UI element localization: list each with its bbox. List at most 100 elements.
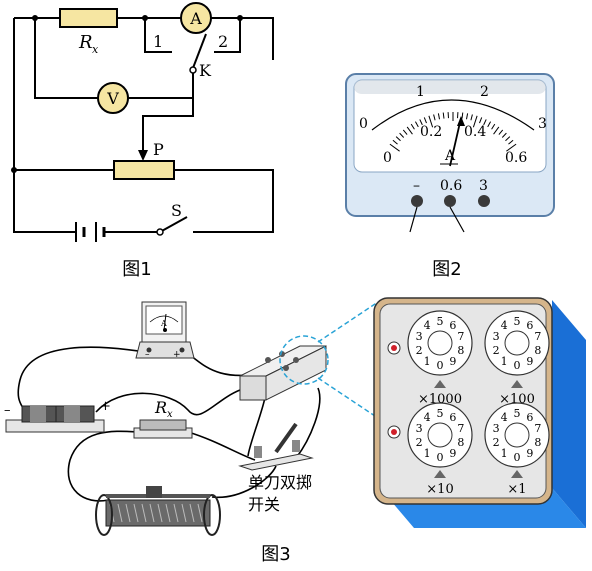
dial-digit: 3 [416, 330, 423, 343]
terminal-3 [478, 195, 490, 207]
dial-digit: 4 [424, 319, 431, 332]
dial-digit: 6 [526, 411, 533, 424]
dial-digit: 5 [514, 407, 521, 420]
ammeter-device [135, 301, 195, 359]
dial-digit: 9 [526, 355, 533, 368]
spdt-switch-device [238, 422, 314, 471]
upper-scale-3: 3 [538, 116, 547, 132]
meter-tick [414, 121, 419, 128]
dial-digit: 4 [501, 411, 508, 424]
magnify-lines [317, 301, 379, 419]
dial-digit: 6 [449, 319, 456, 332]
meter-tick [419, 119, 423, 126]
terminal-negative-label: – [413, 178, 420, 194]
resistor-rx-subscript: x [92, 43, 99, 56]
voltmeter-symbol [97, 82, 129, 114]
rx-device-subscript: x [167, 409, 173, 420]
meter-device-minus: – [145, 350, 150, 360]
meter-tick [406, 126, 413, 135]
magnify-circle [279, 335, 329, 385]
meter-tick [483, 119, 487, 126]
dial-digit: 7 [457, 330, 464, 343]
meter-tick [433, 114, 436, 121]
dial-digit: 5 [514, 315, 521, 328]
meter-tick [506, 143, 517, 152]
meter-tick [498, 129, 504, 135]
spdt-switch-label-1: 单刀双掷 [248, 473, 312, 492]
figure3-wires [17, 346, 321, 502]
meter-device-plus: + [173, 350, 181, 360]
battery-minus-label: – [4, 403, 11, 418]
ammeter-symbol [180, 2, 212, 34]
meter-tick [437, 113, 440, 120]
meter-tick [423, 117, 427, 124]
dial-digit: 2 [493, 344, 500, 357]
contact-1-label: 1 [153, 32, 163, 51]
spdt-switch-label-2: 开关 [248, 495, 280, 514]
resistor-rx-label: R [78, 32, 93, 53]
slider-arrow-icon [138, 150, 148, 161]
sliding-rheostat-device [95, 486, 221, 536]
meter-tick [501, 132, 507, 138]
meter-tick [442, 112, 445, 119]
switch-k-label: K [199, 61, 212, 80]
lower-scale-0-4: 0.4 [464, 124, 486, 140]
meter-tick [487, 121, 492, 128]
meter-tick [508, 139, 514, 145]
dial-digit: 7 [534, 422, 541, 435]
dial-digit: 7 [534, 330, 541, 343]
dial-digit: 5 [437, 407, 444, 420]
lower-scale-0-6: 0.6 [505, 150, 527, 166]
dial-digit: 2 [416, 344, 423, 357]
resistor-rx-symbol [59, 8, 118, 28]
meter-tick [399, 132, 405, 138]
meter-tick [392, 139, 398, 145]
battery-plus-label: + [100, 399, 111, 414]
meter-tick [410, 123, 415, 130]
meter-tick [491, 123, 496, 130]
dial-digit: 9 [449, 355, 456, 368]
meter-tick [479, 117, 483, 124]
meter-device-unit: A [160, 319, 167, 328]
terminal-0-6-label: 0.6 [440, 178, 462, 194]
dial-digit: 8 [457, 436, 464, 449]
lower-scale-0-2: 0.2 [420, 124, 442, 140]
meter-tick [470, 114, 473, 121]
rheostat-symbol [113, 160, 175, 180]
meter-tick [428, 115, 434, 128]
dial-digit: 9 [449, 447, 456, 460]
upper-scale-0: 0 [359, 116, 368, 132]
dial-digit: 1 [424, 447, 431, 460]
meter-tick [402, 129, 408, 135]
dial-digit: 0 [514, 451, 521, 464]
terminal-3-label: 3 [479, 178, 488, 194]
contact-2-label: 2 [218, 32, 228, 51]
figure1-symbols [11, 2, 243, 242]
meter-tick [389, 143, 400, 152]
dial-digit: 0 [437, 359, 444, 372]
figure3-caption: 图3 [261, 544, 290, 565]
dial-digit: 4 [501, 319, 508, 332]
dial-label-x1000: ×1000 [418, 392, 462, 407]
figure1-caption: 图1 [122, 259, 151, 280]
meter-tick [466, 113, 469, 120]
dial-digit: 8 [534, 344, 541, 357]
ammeter-letter: A [189, 9, 202, 28]
resistance-box-device [239, 345, 327, 401]
battery-symbol [75, 222, 106, 242]
dial-digit: 6 [449, 411, 456, 424]
dial-digit: 4 [424, 411, 431, 424]
dial-digit: 6 [526, 319, 533, 332]
rx-device-label: R [154, 398, 167, 417]
meter-tick [461, 112, 464, 119]
resistance-box-large [373, 297, 586, 528]
dial-digit: 0 [514, 359, 521, 372]
lower-scale-0: 0 [383, 150, 392, 166]
dial-digit: 8 [457, 344, 464, 357]
dial-digit: 8 [534, 436, 541, 449]
figure2-caption: 图2 [432, 259, 461, 280]
figure1-circuit [13, 17, 274, 233]
dial-label-x100: ×100 [499, 392, 535, 407]
switch-s-label: S [171, 201, 182, 220]
